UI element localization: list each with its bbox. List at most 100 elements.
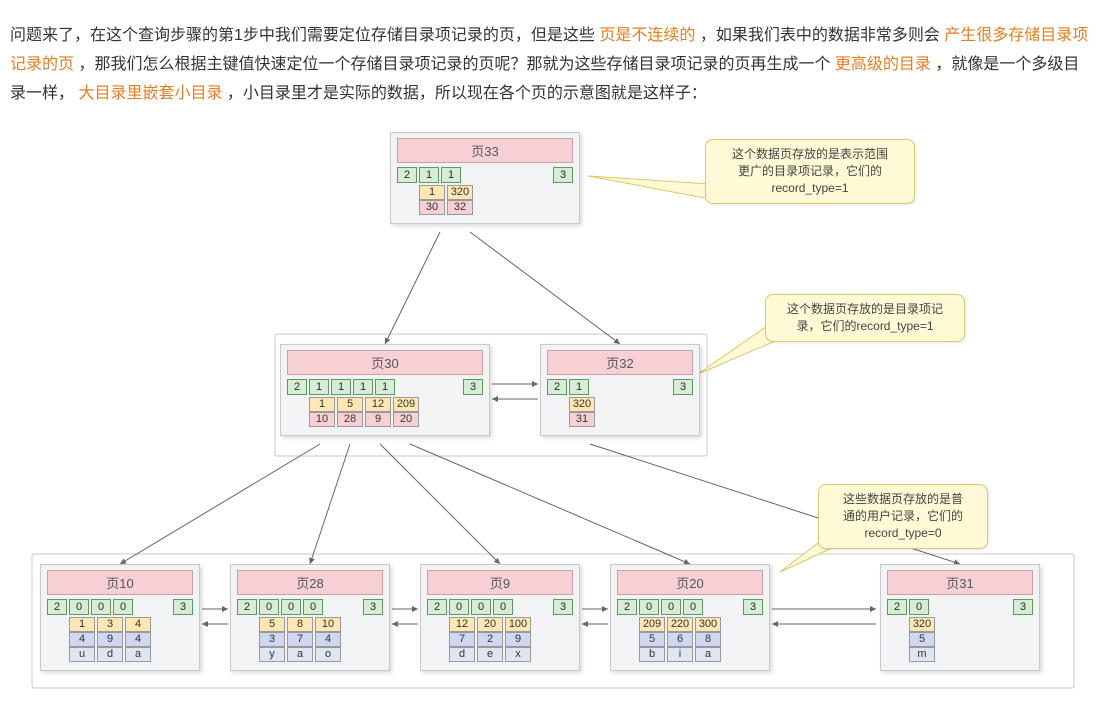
record: 110 [309,397,335,427]
hdr-cell: 0 [259,599,279,615]
record: 3008a [695,617,721,662]
page-leaf-2: 页9 2 0 0 0 3 127d 202e 1009x [420,564,580,671]
header-row: 2 1 3 [547,379,693,395]
hdr-cell: 2 [617,599,637,615]
record: 53y [259,617,285,662]
record: 2206i [667,617,693,662]
hdr-cell: 1 [331,379,351,395]
record: 20920 [393,397,419,427]
records-row: 32031 [569,397,693,427]
page-leaf-0: 页10 2 0 0 0 3 14u 39d 44a [40,564,200,671]
page-title: 页10 [47,570,193,595]
hdr-cell: 1 [309,379,329,395]
intro-h1: 页是不连续的 [599,27,695,44]
hdr-cell: 0 [909,599,929,615]
record: 3205m [909,617,935,662]
hdr-cell: 0 [69,599,89,615]
page-leaf-1: 页28 2 0 0 0 3 53y 87a 104o [230,564,390,671]
records-row: 127d 202e 1009x [449,617,573,662]
hdr-cell: 0 [683,599,703,615]
record: 44a [125,617,151,662]
intro-t5: ，小目录里才是实际的数据，所以现在各个页的示意图就是这样子： [227,85,707,102]
hdr-cell: 0 [661,599,681,615]
intro-h3: 更高级的目录 [835,56,931,73]
hdr-cell: 2 [397,167,417,183]
page-title: 页30 [287,350,483,375]
hdr-cell: 2 [287,379,307,395]
hdr-cell: 0 [639,599,659,615]
page-title: 页28 [237,570,383,595]
page-root: 页33 2 1 1 3 1 30 320 32 [390,132,580,224]
record: 127d [449,617,475,662]
hdr-cell: 2 [547,379,567,395]
hdr-cell: 0 [303,599,323,615]
hdr-cell: 3 [553,167,573,183]
hdr-cell: 3 [463,379,483,395]
hdr-cell: 0 [281,599,301,615]
records-row: 14u 39d 44a [69,617,193,662]
header-row: 2 0 0 0 3 [617,599,763,615]
hdr-cell: 3 [673,379,693,395]
records-row: 110 528 129 20920 [309,397,483,427]
record: 2095b [639,617,665,662]
record: 14u [69,617,95,662]
hdr-cell: 0 [471,599,491,615]
record: 87a [287,617,313,662]
header-row: 2 1 1 3 [397,167,573,183]
hdr-cell: 2 [427,599,447,615]
page-leaf-3: 页20 2 0 0 0 3 2095b 2206i 3008a [610,564,770,671]
hdr-cell: 1 [569,379,589,395]
hdr-cell: 2 [237,599,257,615]
header-row: 2 0 0 0 3 [237,599,383,615]
intro-t1: 问题来了，在这个查询步骤的第1步中我们需要定位存储目录项记录的页，但是这些 [10,27,599,44]
hdr-cell: 1 [419,167,439,183]
records-row: 3205m [909,617,1033,662]
header-row: 2 0 0 0 3 [427,599,573,615]
records-row: 1 30 320 32 [419,185,573,215]
page-leaf-4: 页31 2 0 3 3205m [880,564,1040,671]
diagram: 这个数据页存放的是表示范围 更广的目录项记录，它们的 record_type=1… [10,124,1089,704]
header-row: 2 0 3 [887,599,1033,615]
record: 528 [337,397,363,427]
intro-paragraph: 问题来了，在这个查询步骤的第1步中我们需要定位存储目录项记录的页，但是这些 页是… [10,22,1089,108]
hdr-cell: 2 [47,599,67,615]
record: 320 32 [447,185,473,215]
hdr-cell: 0 [113,599,133,615]
records-row: 2095b 2206i 3008a [639,617,763,662]
hdr-cell: 1 [441,167,461,183]
callout-leaf: 这些数据页存放的是普 通的用户记录，它们的 record_type=0 [818,484,988,548]
intro-t2: ，如果我们表中的数据非常多则会 [695,27,944,44]
record: 1 30 [419,185,445,215]
page-l1-1: 页32 2 1 3 32031 [540,344,700,436]
hdr-cell: 3 [173,599,193,615]
records-row: 53y 87a 104o [259,617,383,662]
callout-root: 这个数据页存放的是表示范围 更广的目录项记录，它们的 record_type=1 [705,139,915,203]
record: 202e [477,617,503,662]
page-l1-0: 页30 2 1 1 1 1 3 110 528 129 20920 [280,344,490,436]
hdr-cell: 0 [91,599,111,615]
intro-h4: 大目录里嵌套小目录 [74,85,227,102]
hdr-cell: 3 [363,599,383,615]
hdr-cell: 1 [375,379,395,395]
page-title: 页32 [547,350,693,375]
hdr-cell: 1 [353,379,373,395]
header-row: 2 1 1 1 1 3 [287,379,483,395]
intro-t3: ，那我们怎么根据主键值快速定位一个存储目录项记录的页呢？那就为这些存储目录项记录… [74,56,835,73]
record: 104o [315,617,341,662]
record: 1009x [505,617,531,662]
page-title: 页9 [427,570,573,595]
record: 39d [97,617,123,662]
hdr-cell: 3 [743,599,763,615]
hdr-cell: 3 [1013,599,1033,615]
record: 129 [365,397,391,427]
hdr-cell: 3 [553,599,573,615]
page-title: 页31 [887,570,1033,595]
page-title: 页20 [617,570,763,595]
header-row: 2 0 0 0 3 [47,599,193,615]
callout-l1: 这个数据页存放的是目录项记 录，它们的record_type=1 [765,294,965,342]
page-title: 页33 [397,138,573,163]
hdr-cell: 0 [449,599,469,615]
hdr-cell: 0 [493,599,513,615]
record: 32031 [569,397,595,427]
hdr-cell: 2 [887,599,907,615]
